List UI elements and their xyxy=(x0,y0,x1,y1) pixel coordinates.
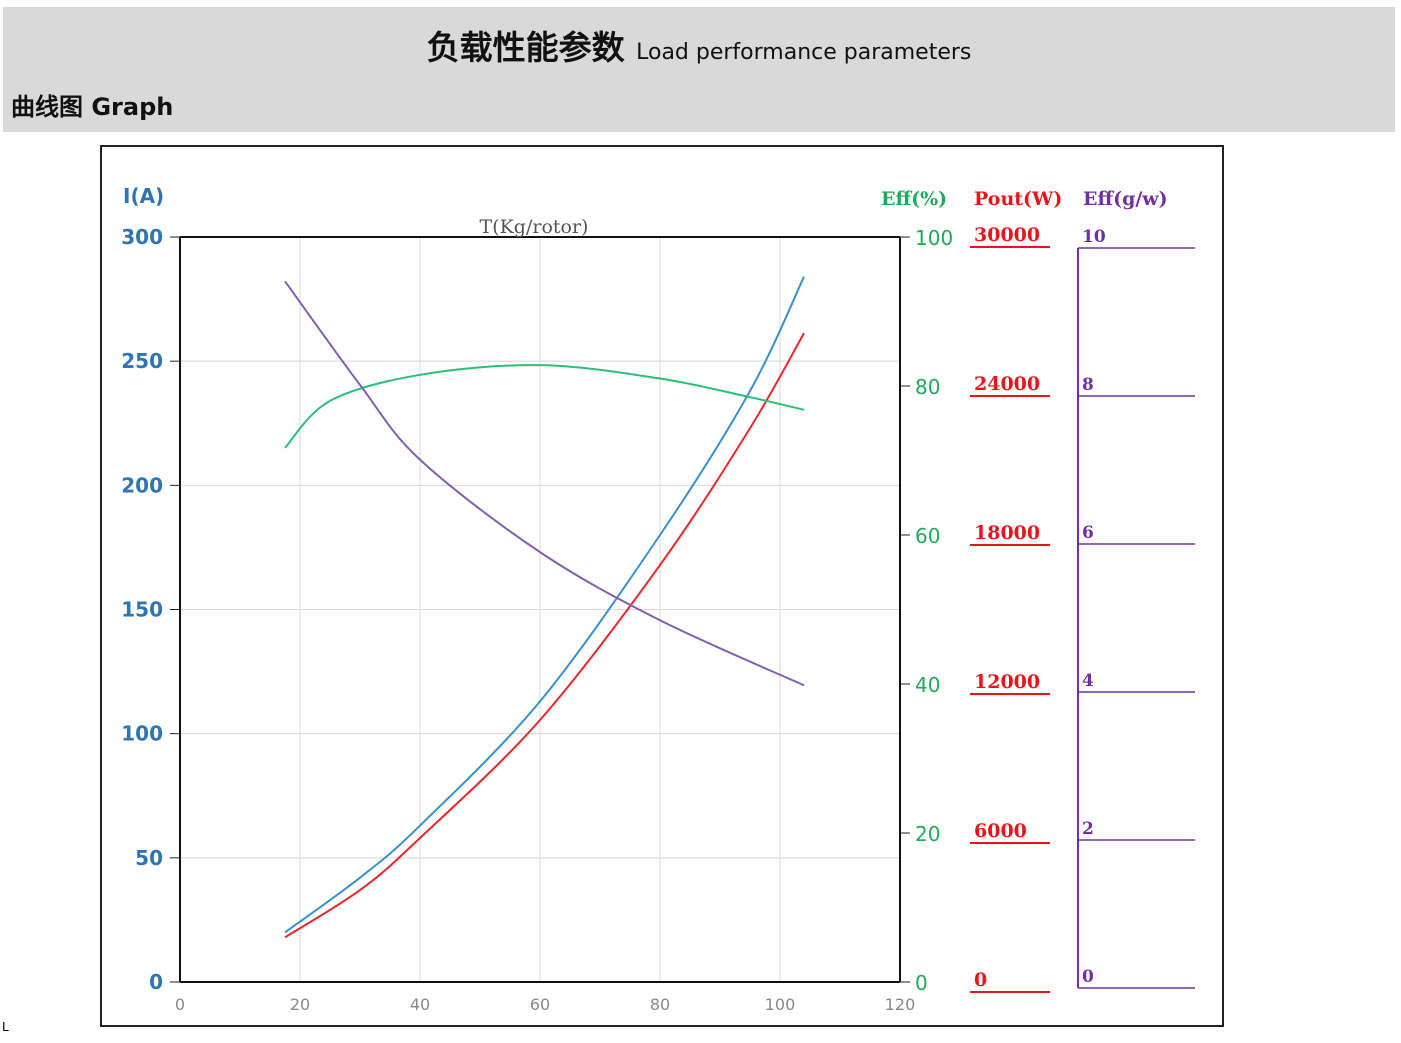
series-line-pout xyxy=(284,332,805,939)
section-subtitle: 曲线图 Graph xyxy=(11,93,174,121)
chart-frame xyxy=(100,145,1224,1027)
pout-tick-label: 30000 xyxy=(974,224,1040,246)
pout-tick-label: 12000 xyxy=(974,671,1040,693)
series-line-eff_pct xyxy=(284,364,805,449)
series-line-eff_gw xyxy=(284,280,805,687)
eff-pct-tick-label: 100 xyxy=(915,226,953,250)
title-en: Load performance parameters xyxy=(636,40,972,65)
eff-gw-tick-label: 8 xyxy=(1082,375,1094,395)
series-line-current xyxy=(284,276,805,934)
x-tick-label: 40 xyxy=(410,995,430,1014)
eff-pct-tick-label: 80 xyxy=(915,375,940,399)
current-tick-label: 0 xyxy=(149,970,163,994)
title-cn: 负载性能参数 xyxy=(426,28,625,67)
eff-pct-axis-label: Eff(%) xyxy=(881,188,947,210)
x-tick-label: 60 xyxy=(530,995,550,1014)
page-title: 负载性能参数 Load performance parameters xyxy=(3,21,1395,69)
pout-tick-label: 6000 xyxy=(974,820,1027,842)
current-tick-label: 150 xyxy=(121,598,163,622)
x-axis-label: T(Kg/rotor) xyxy=(480,216,589,238)
x-tick-label: 20 xyxy=(290,995,310,1014)
eff-pct-tick-label: 20 xyxy=(915,822,940,846)
current-tick-label: 100 xyxy=(121,722,163,746)
x-tick-label: 0 xyxy=(175,995,185,1014)
eff-pct-tick-label: 60 xyxy=(915,524,940,548)
eff-pct-tick-label: 0 xyxy=(915,971,928,995)
current-tick-label: 300 xyxy=(121,225,163,249)
footnote-mark: L xyxy=(2,1020,9,1034)
pout-tick-label: 18000 xyxy=(974,522,1040,544)
eff-gw-tick-label: 10 xyxy=(1082,227,1106,247)
header-bar: 负载性能参数 Load performance parameters 曲线图 G… xyxy=(3,7,1395,132)
current-tick-label: 200 xyxy=(121,473,163,497)
eff-gw-tick-label: 0 xyxy=(1082,967,1094,987)
current-tick-label: 50 xyxy=(135,846,163,870)
current-axis-label: I(A) xyxy=(123,184,164,208)
eff-gw-tick-label: 6 xyxy=(1082,523,1094,543)
x-tick-label: 80 xyxy=(650,995,670,1014)
eff-pct-tick-label: 40 xyxy=(915,673,940,697)
pout-axis-label: Pout(W) xyxy=(974,188,1062,210)
x-tick-label: 120 xyxy=(885,995,916,1014)
eff-gw-axis-label: Eff(g/w) xyxy=(1083,188,1168,210)
eff-gw-tick-label: 2 xyxy=(1082,819,1094,839)
eff-gw-tick-label: 4 xyxy=(1082,671,1094,691)
current-tick-label: 250 xyxy=(121,349,163,373)
pout-tick-label: 0 xyxy=(974,969,987,991)
pout-tick-label: 24000 xyxy=(974,373,1040,395)
x-tick-label: 100 xyxy=(765,995,796,1014)
